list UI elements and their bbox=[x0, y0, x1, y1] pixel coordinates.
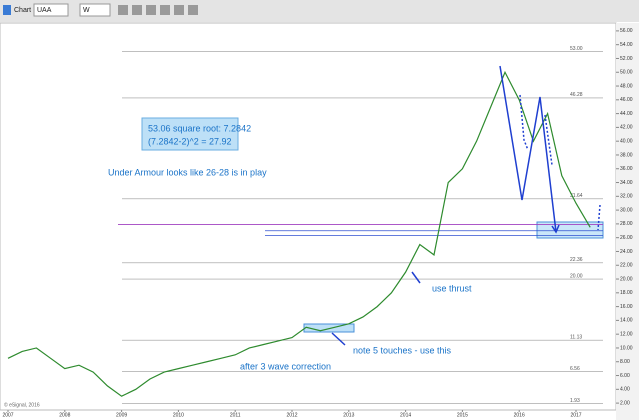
annotation: after 3 wave correction bbox=[240, 361, 331, 371]
y-tick-label: 14.00 bbox=[620, 318, 633, 324]
target-zone bbox=[536, 221, 604, 239]
x-tick-label: 2012 bbox=[286, 412, 297, 418]
interval-select[interactable] bbox=[79, 3, 111, 17]
y-tick-label: 30.00 bbox=[620, 207, 633, 213]
plot-frame bbox=[0, 22, 617, 411]
y-tick-label: 50.00 bbox=[620, 70, 633, 76]
y-tick-label: 20.00 bbox=[620, 276, 633, 282]
reference-label: 11.13 bbox=[570, 335, 582, 341]
footer: © eSignal, 2016 bbox=[4, 401, 40, 408]
y-tick-label: 16.00 bbox=[620, 304, 633, 310]
tool-button[interactable] bbox=[174, 5, 184, 15]
annotation: use thrust bbox=[432, 283, 472, 293]
y-tick-label: 52.00 bbox=[620, 56, 633, 62]
touch-zone bbox=[303, 323, 355, 333]
y-tick-label: 48.00 bbox=[620, 83, 633, 89]
y-tick-label: 12.00 bbox=[620, 332, 633, 338]
tool-button[interactable] bbox=[188, 5, 198, 15]
tool-button[interactable] bbox=[132, 5, 142, 15]
reference-label: 31.64 bbox=[570, 193, 583, 199]
y-tick-label: 28.00 bbox=[620, 221, 633, 227]
x-tick-label: 2009 bbox=[116, 412, 127, 418]
x-tick-label: 2010 bbox=[173, 412, 184, 418]
x-tick-label: 2011 bbox=[230, 412, 241, 418]
y-tick-label: 22.00 bbox=[620, 263, 633, 269]
reference-label: 1.93 bbox=[570, 398, 580, 404]
y-tick-label: 42.00 bbox=[620, 125, 633, 131]
wave-arrow bbox=[499, 65, 557, 233]
wave-arrows bbox=[331, 65, 601, 346]
x-tick-label: 2016 bbox=[514, 412, 525, 418]
pointer-arrow bbox=[331, 332, 346, 346]
tool-button[interactable] bbox=[146, 5, 156, 15]
note-box bbox=[141, 117, 239, 151]
price-line bbox=[7, 70, 591, 397]
pointer-arrow bbox=[411, 271, 421, 284]
y-tick-label: 26.00 bbox=[620, 235, 633, 241]
symbol-text: UAA bbox=[37, 7, 52, 14]
app-icon bbox=[3, 5, 11, 15]
y-tick-label: 6.00 bbox=[620, 373, 630, 379]
reference-label: 22.36 bbox=[570, 257, 583, 263]
toolbar-buttons bbox=[118, 5, 198, 15]
y-tick-label: 2.00 bbox=[620, 400, 630, 406]
app-label: Chart bbox=[14, 7, 31, 14]
reference-label: 53.00 bbox=[570, 46, 583, 52]
tool-button[interactable] bbox=[118, 5, 128, 15]
y-axis-panel bbox=[616, 23, 639, 420]
y-tick-label: 10.00 bbox=[620, 345, 633, 351]
y-tick-label: 54.00 bbox=[620, 42, 633, 48]
reference-label: 20.00 bbox=[570, 273, 583, 279]
y-tick-label: 36.00 bbox=[620, 166, 633, 172]
annotation: (7.2842-2)^2 = 27.92 bbox=[148, 136, 232, 146]
y-tick-label: 38.00 bbox=[620, 152, 633, 158]
x-tick-label: 2007 bbox=[2, 412, 13, 418]
interval-text: W bbox=[83, 7, 90, 14]
y-tick-label: 40.00 bbox=[620, 139, 633, 145]
x-tick-label: 2014 bbox=[400, 412, 411, 418]
y-tick-label: 4.00 bbox=[620, 387, 630, 393]
annotation: Under Armour looks like 26-28 is in play bbox=[108, 167, 267, 177]
dashed-arrow bbox=[597, 204, 601, 231]
symbol-input[interactable] bbox=[33, 3, 69, 17]
dashed-arrow bbox=[519, 94, 529, 151]
y-tick-label: 46.00 bbox=[620, 97, 633, 103]
y-tick-label: 18.00 bbox=[620, 290, 633, 296]
x-tick-label: 2008 bbox=[59, 412, 70, 418]
y-tick-label: 8.00 bbox=[620, 359, 630, 365]
x-tick-label: 2015 bbox=[457, 412, 468, 418]
y-tick-label: 56.00 bbox=[620, 28, 633, 34]
toolbar bbox=[0, 0, 639, 22]
y-tick-label: 34.00 bbox=[620, 180, 633, 186]
reference-label: 6.56 bbox=[570, 366, 580, 372]
y-tick-label: 44.00 bbox=[620, 111, 633, 117]
annotation: note 5 touches - use this bbox=[353, 345, 452, 355]
y-tick-label: 24.00 bbox=[620, 249, 633, 255]
tool-button[interactable] bbox=[160, 5, 170, 15]
y-tick-label: 32.00 bbox=[620, 194, 633, 200]
annotation: 53.06 square root: 7.2842 bbox=[148, 123, 251, 133]
x-tick-label: 2017 bbox=[570, 412, 581, 418]
x-tick-label: 2013 bbox=[343, 412, 354, 418]
plot: 2.00 4.00 6.00 8.00 10.00 12.00 14.00 16.00 18.0… bbox=[2, 28, 632, 418]
arrow-head bbox=[551, 224, 560, 234]
reference-label: 46.28 bbox=[570, 92, 583, 98]
dashed-arrow bbox=[544, 114, 553, 166]
